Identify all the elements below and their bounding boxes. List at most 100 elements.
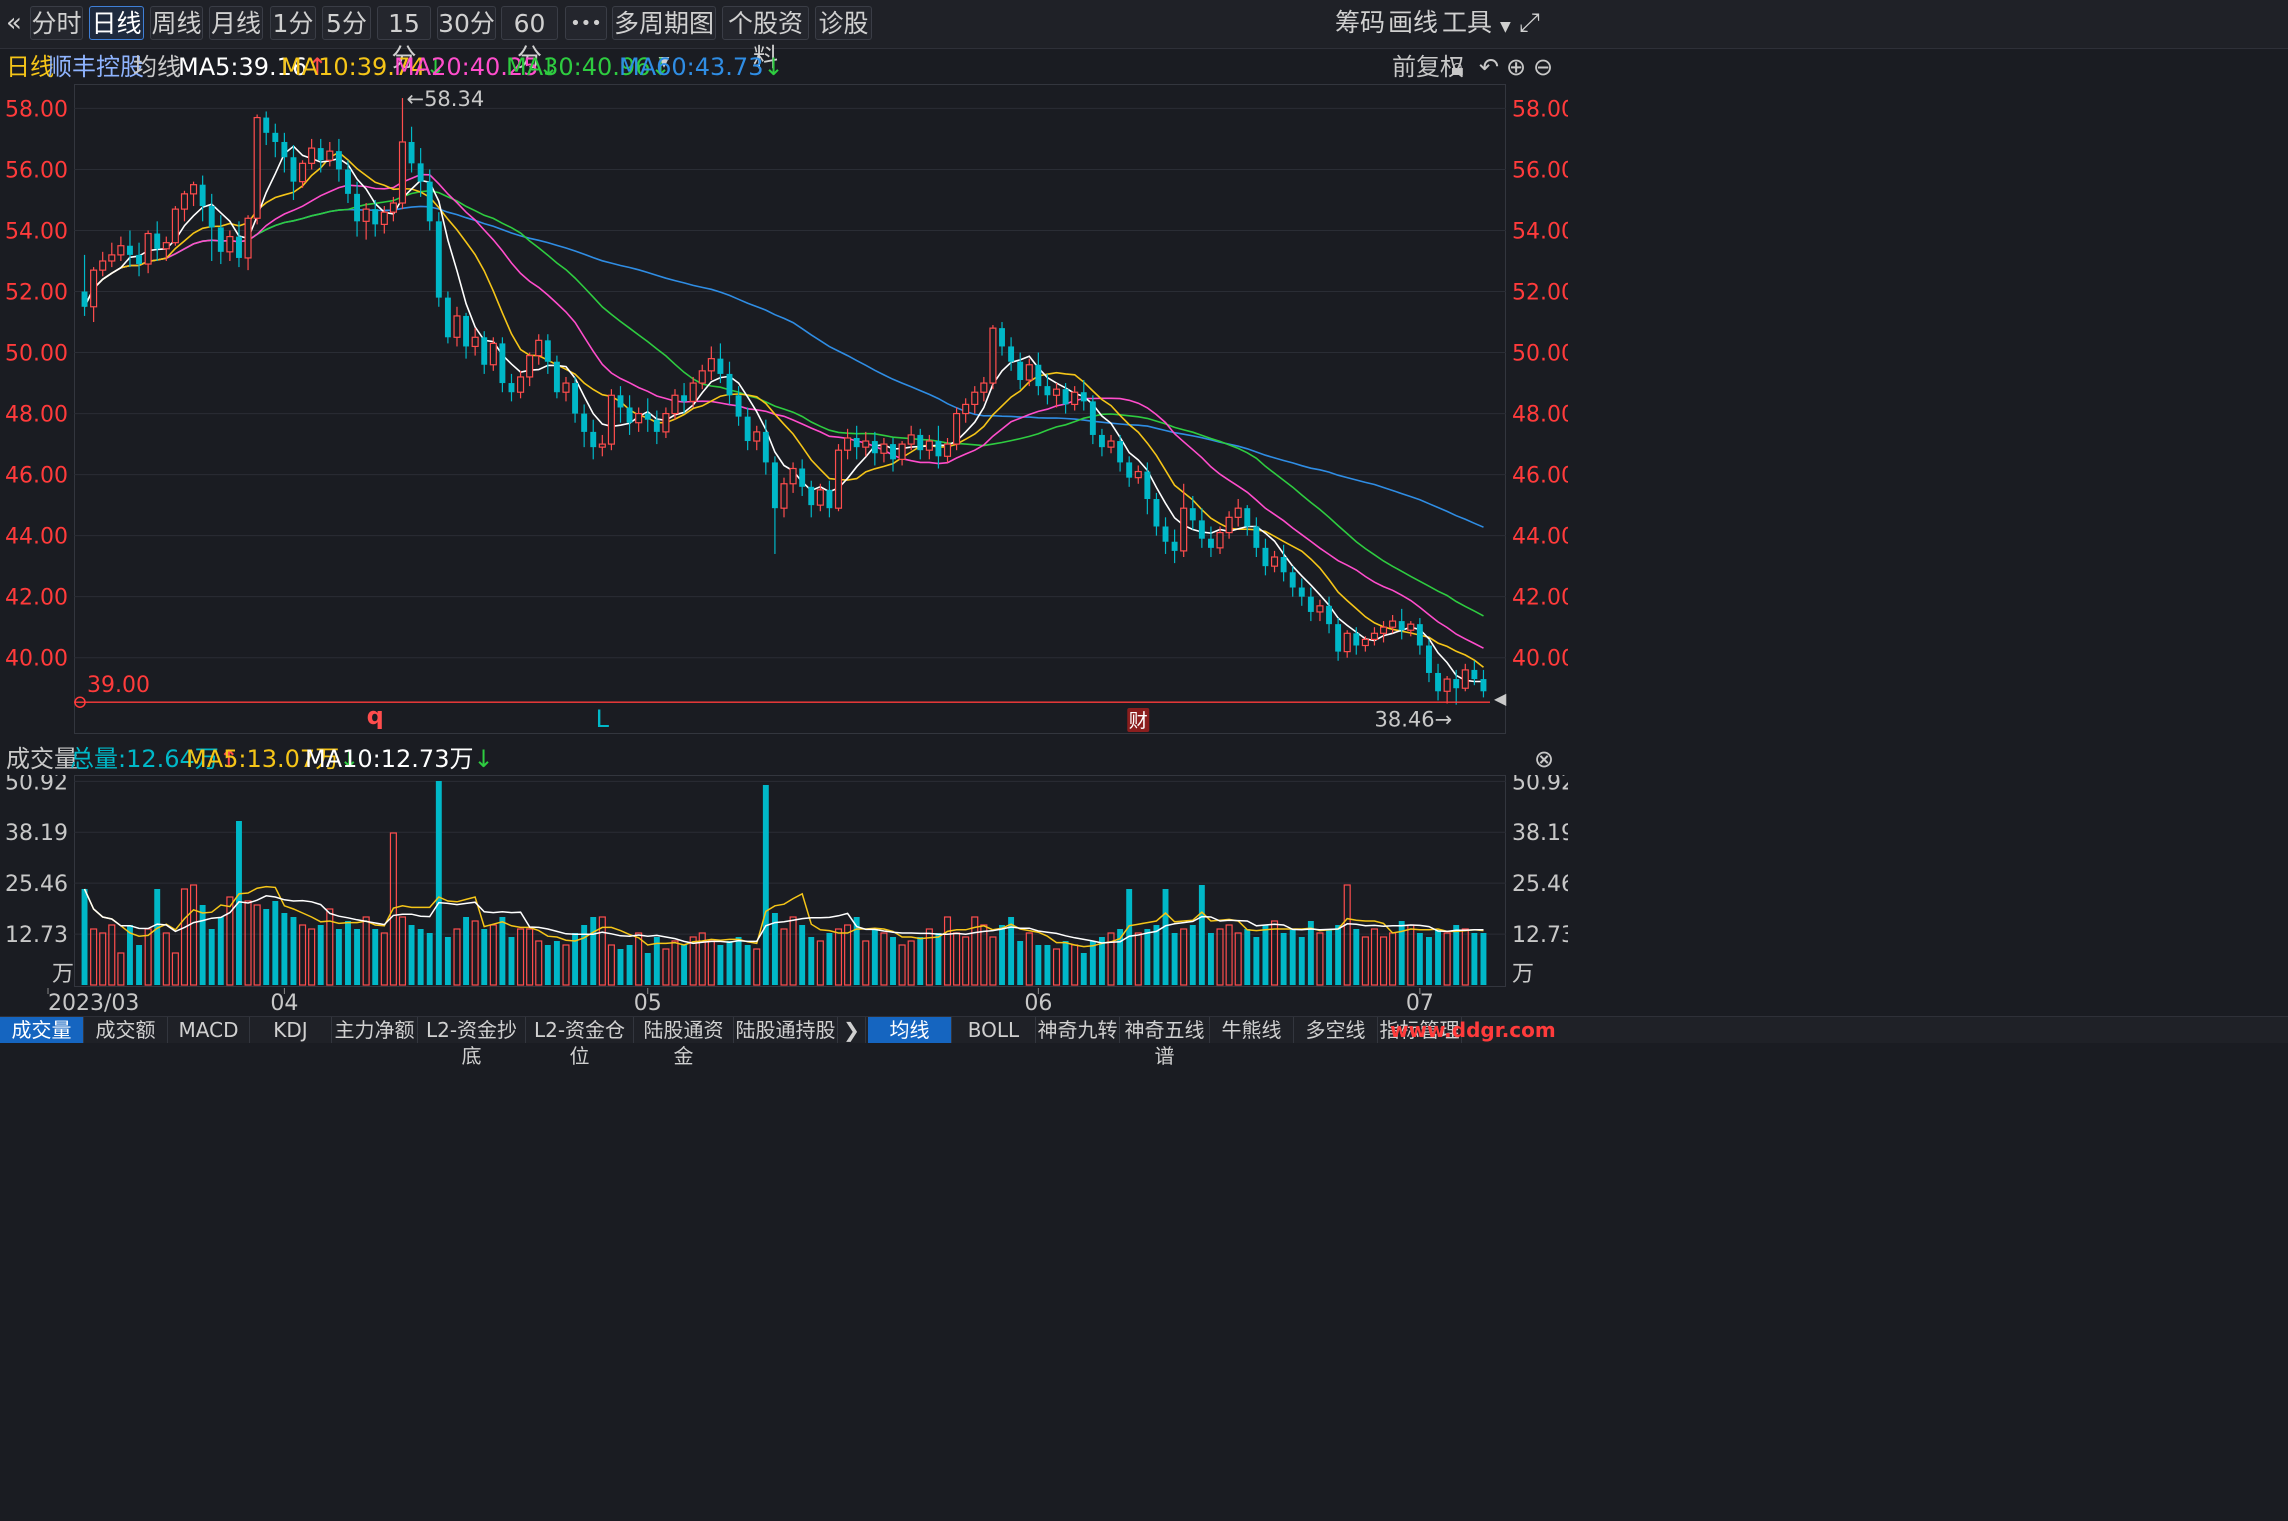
indicator-tab-1[interactable]: 成交量: [0, 1017, 84, 1043]
overlay-tab-7[interactable]: 指标管理: [1378, 1017, 1462, 1043]
overlay-tab-1[interactable]: 均线: [868, 1017, 952, 1043]
period-minute-button[interactable]: 分时: [30, 6, 83, 40]
volume-bar: [1062, 941, 1069, 985]
volume-bar: [335, 929, 342, 985]
indicator-tab-8[interactable]: 陆股通资金: [634, 1017, 734, 1068]
volume-bar: [444, 937, 451, 985]
candle-body: [744, 416, 751, 442]
price-adjust-label[interactable]: 前复权: [1392, 53, 1464, 81]
period-1min-button[interactable]: 1分: [270, 6, 316, 40]
volume-bar: [1289, 929, 1296, 985]
candle-body: [81, 291, 88, 307]
volume-bar: [826, 933, 833, 985]
volume-bar: [471, 920, 479, 986]
volume-bar: [272, 901, 279, 985]
period-weekly-button[interactable]: 周线: [150, 6, 203, 40]
period-monthly-button[interactable]: 月线: [209, 6, 263, 40]
volume-bar: [244, 900, 252, 986]
indicator-tab-5[interactable]: 主力净额: [332, 1017, 418, 1043]
diagnose-button[interactable]: 诊股: [815, 6, 872, 40]
indicator-tab-4[interactable]: KDJ: [250, 1017, 332, 1043]
period-30min-button[interactable]: 30分: [437, 6, 496, 40]
volume-bar: [180, 888, 189, 986]
indicator-tab-2[interactable]: 成交额: [84, 1017, 168, 1043]
indicator-tab-6[interactable]: L2-资金抄底: [418, 1017, 526, 1068]
price-axis-label-left: 44.00: [5, 525, 68, 550]
price-axis-label-right: 50.00: [1512, 342, 1568, 367]
volume-axis-label-right: 12.73: [1512, 923, 1568, 948]
period-15min-button[interactable]: 15分: [377, 6, 431, 72]
chevron-down-icon: ▼: [1499, 19, 1511, 35]
candle-body: [1062, 389, 1069, 405]
volume-bar: [308, 928, 316, 986]
overlay-tab-2[interactable]: BOLL: [952, 1017, 1036, 1043]
candle-body: [354, 193, 361, 222]
volume-bar: [380, 932, 388, 986]
volume-bar: [326, 908, 334, 986]
volume-bar: [1280, 933, 1287, 985]
volume-axis-label-left: 38.19: [5, 821, 68, 846]
candle-body: [871, 441, 878, 454]
volume-bar: [362, 916, 370, 986]
overlay-tab-3[interactable]: 神奇九转: [1036, 1017, 1120, 1043]
multi-period-dropdown[interactable]: 多周期图 ▼: [612, 6, 716, 70]
undo-icon[interactable]: ↶: [1479, 53, 1500, 81]
candle-body: [1307, 596, 1314, 612]
volume-chart[interactable]: 50.92 50.92 38.19 38.19 25.46 25.46 12.73 12.73…: [0, 775, 1568, 987]
zoom-in-icon[interactable]: ⊕: [1506, 53, 1527, 81]
volume-bar: [744, 945, 751, 985]
volume-bar: [935, 933, 942, 985]
candle-body: [844, 437, 852, 451]
candle-body: [707, 358, 715, 372]
tools-menu[interactable]: 工具 ▼: [1442, 6, 1511, 40]
indicator-tab-7[interactable]: L2-资金仓位: [526, 1017, 634, 1068]
candle-body: [1071, 391, 1079, 406]
zoom-out-icon[interactable]: ⊖: [1533, 53, 1554, 81]
more-periods-button[interactable]: •••: [565, 6, 607, 40]
volume-bar: [108, 924, 116, 986]
volume-bar: [707, 940, 715, 986]
volume-bar: [1089, 941, 1096, 985]
x-axis-label: 04: [270, 991, 298, 1016]
period-daily-button[interactable]: 日线: [89, 6, 144, 40]
candle-body: [1126, 462, 1133, 478]
candle-body: [590, 431, 597, 448]
candle-body: [217, 227, 224, 252]
volume-bar: [1298, 937, 1305, 985]
candle-body: [127, 245, 133, 255]
lock-icon[interactable]: 🔒︎: [1451, 53, 1464, 81]
indicator-tab-3[interactable]: MACD: [168, 1017, 250, 1043]
close-icon[interactable]: ⊗: [1534, 745, 1555, 773]
volume-bar: [1398, 921, 1405, 985]
price-axis-label-left: 54.00: [5, 219, 68, 244]
candle-body: [1216, 531, 1224, 549]
period-5min-button[interactable]: 5分: [322, 6, 371, 40]
stock-name[interactable]: 顺丰控股: [48, 53, 144, 81]
candlestick-chart[interactable]: 58.00 58.00 56.00 56.00 54.00 54.00 52.00 52.00…: [0, 84, 1568, 734]
period-60min-button[interactable]: 60分: [501, 6, 558, 72]
volume-bar: [453, 928, 461, 986]
volume-bar: [1071, 944, 1079, 986]
overlay-tab-5[interactable]: 牛熊线: [1210, 1017, 1294, 1043]
indicator-tab-9[interactable]: 陆股通持股: [734, 1017, 838, 1043]
candle-body: [1180, 507, 1188, 552]
volume-bar: [780, 928, 788, 986]
stock-profile-button[interactable]: 个股资料: [722, 6, 809, 72]
volume-bar: [617, 949, 624, 985]
candle-body: [162, 242, 170, 250]
volume-bar: [907, 940, 915, 986]
fullscreen-icon[interactable]: ⤢: [1519, 8, 1540, 38]
chevron-right-icon[interactable]: ❯: [838, 1017, 866, 1043]
overlay-tab-4[interactable]: 神奇五线谱: [1120, 1017, 1210, 1068]
candle-body: [771, 462, 778, 509]
candle-body: [1107, 440, 1115, 448]
overlay-tab-6[interactable]: 多空线: [1294, 1017, 1378, 1043]
candle-body: [1262, 547, 1269, 567]
volume-bar: [144, 928, 152, 986]
back-icon[interactable]: «: [6, 8, 22, 38]
chips-button[interactable]: 筹码: [1335, 8, 1386, 37]
volume-bar: [816, 940, 824, 986]
indicator-info-row: 日线 顺丰控股 均线 MA5:39.16↑ MA10:39.74↓ MA20:4…: [0, 50, 2288, 84]
volume-bar: [217, 917, 224, 985]
draw-line-button[interactable]: 画线: [1388, 8, 1439, 37]
